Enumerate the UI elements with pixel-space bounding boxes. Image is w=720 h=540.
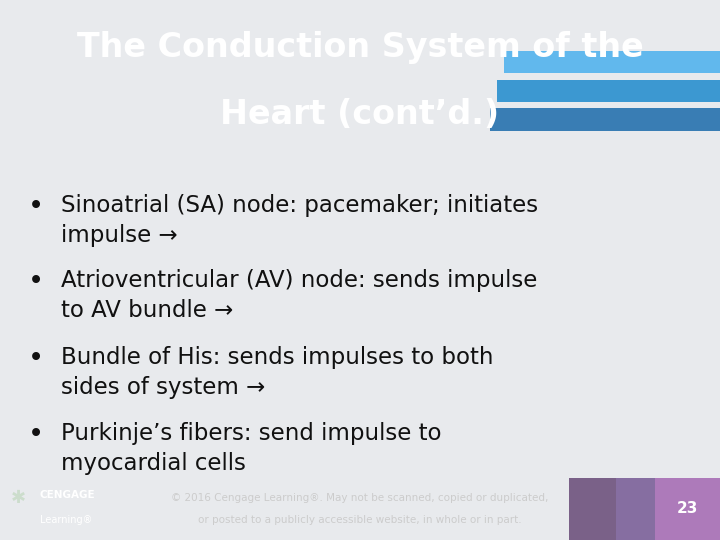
Text: The Conduction System of the: The Conduction System of the	[76, 31, 644, 64]
Text: © 2016 Cengage Learning®. May not be scanned, copied or duplicated,: © 2016 Cengage Learning®. May not be sca…	[171, 493, 549, 503]
Text: Sinoatrial (SA) node: pacemaker; initiates
impulse →: Sinoatrial (SA) node: pacemaker; initiat…	[61, 194, 539, 247]
Bar	[504, 51, 720, 73]
Text: or posted to a publicly accessible website, in whole or in part.: or posted to a publicly accessible websi…	[198, 515, 522, 525]
Text: ✱: ✱	[10, 489, 26, 507]
Text: •: •	[28, 194, 44, 220]
Text: •: •	[28, 346, 44, 372]
Text: •: •	[28, 269, 44, 295]
Bar	[490, 109, 720, 131]
Text: Atrioventricular (AV) node: sends impulse
to AV bundle →: Atrioventricular (AV) node: sends impuls…	[61, 269, 538, 322]
Bar	[655, 478, 720, 540]
Text: Learning®: Learning®	[40, 515, 92, 525]
Bar	[497, 79, 720, 102]
Text: 23: 23	[677, 502, 698, 516]
Text: CENGAGE: CENGAGE	[40, 490, 95, 500]
Bar	[616, 478, 655, 540]
Text: Purkinje’s fibers: send impulse to
myocardial cells: Purkinje’s fibers: send impulse to myoca…	[61, 422, 441, 475]
Text: •: •	[28, 422, 44, 448]
Text: Bundle of His: sends impulses to both
sides of system →: Bundle of His: sends impulses to both si…	[61, 346, 494, 399]
Text: Heart (cont’d.): Heart (cont’d.)	[220, 98, 500, 131]
Bar	[569, 478, 616, 540]
